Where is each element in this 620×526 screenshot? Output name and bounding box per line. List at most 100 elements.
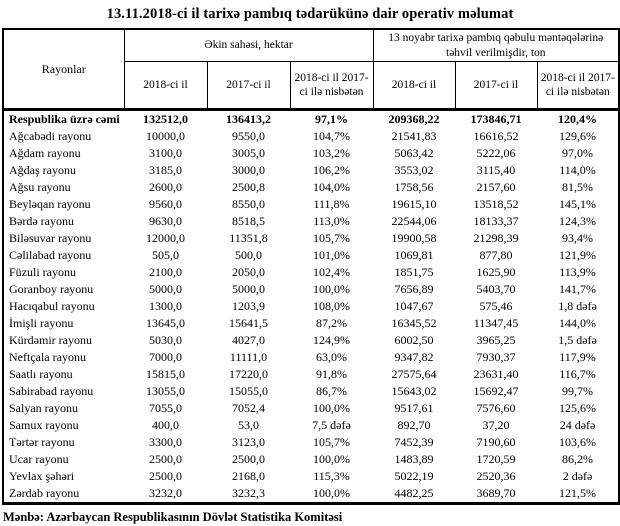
- delivered-2018-cell: 19615,10: [391, 197, 437, 212]
- delivered-2018-cell: 5063,42: [394, 146, 434, 161]
- sown-2017-cell: 1203,9: [232, 299, 265, 314]
- delivered-2017-cell: 7930,37: [476, 350, 516, 365]
- delivered-2017-cell: 3965,25: [476, 333, 516, 348]
- delivered-ratio-cell: 97,0%: [562, 146, 594, 161]
- column-group-sown-area: Əkin sahəsi, hektar: [123, 28, 374, 63]
- sown-ratio-cell: 100,0%: [313, 282, 350, 297]
- delivered-2018-cell: 892,70: [397, 418, 431, 433]
- district-name-cell: Sabirabad rayonu: [9, 384, 94, 399]
- delivered-2018-cell: 6002,50: [394, 333, 434, 348]
- table-row: Neftçala rayonu 7000,0 11111,0 63,0% 934…: [3, 349, 619, 366]
- sown-2018-cell: 1300,0: [149, 299, 182, 314]
- sown-ratio-cell: 7,5 dəfə: [312, 418, 351, 433]
- district-name-cell: Zərdab rayonu: [9, 486, 80, 501]
- delivered-ratio-cell: 121,9%: [559, 248, 597, 263]
- delivered-2017-cell: 575,46: [479, 299, 513, 314]
- column-header-delivered-ratio: 2018-ci il 2017-ci ilə nisbətən: [536, 61, 620, 112]
- delivered-2017-cell: 7190,60: [476, 435, 516, 450]
- table-row: Salyan rayonu 7055,0 7052,4 100,0% 9517,…: [3, 400, 619, 417]
- sown-2018-cell: 13645,0: [146, 316, 185, 331]
- sown-ratio-cell: 105,7%: [313, 231, 350, 246]
- sown-ratio-cell: 104,0%: [313, 180, 350, 195]
- district-name-cell: Kürdəmir rayonu: [9, 333, 92, 348]
- delivered-2017-cell: 23631,40: [473, 367, 519, 382]
- sown-2017-cell: 500,0: [235, 248, 262, 263]
- delivered-2017-cell: 15692,47: [473, 384, 519, 399]
- column-header-delivered-2017: 2017-ci il: [454, 61, 538, 112]
- sown-2017-cell: 4027,0: [232, 333, 265, 348]
- delivered-2018-cell: 1069,81: [394, 248, 434, 263]
- table-body: Respublika üzrə cəmi 132512,0 136413,2 9…: [3, 110, 619, 504]
- delivered-2018-cell: 5022,19: [394, 469, 434, 484]
- sown-2017-cell: 15641,5: [229, 316, 268, 331]
- delivered-ratio-cell: 120,4%: [558, 112, 598, 127]
- delivered-ratio-cell: 129,6%: [559, 129, 597, 144]
- delivered-2017-cell: 16616,52: [473, 129, 519, 144]
- delivered-2017-cell: 7576,60: [476, 401, 516, 416]
- delivered-2017-cell: 5403,70: [476, 282, 516, 297]
- sown-2018-cell: 3185,0: [149, 163, 182, 178]
- source-note: Mənbə: Azərbaycan Respublikasının Dövlət…: [3, 510, 343, 525]
- sown-2018-cell: 2100,0: [149, 265, 182, 280]
- table-row: Kürdəmir rayonu 5030,0 4027,0 124,9% 600…: [3, 332, 619, 349]
- table-row: Sabirabad rayonu 13055,0 15055,0 86,7% 1…: [3, 383, 619, 400]
- sown-2018-cell: 3232,0: [149, 486, 182, 501]
- delivered-2018-cell: 1483,89: [394, 452, 434, 467]
- table-header: Rayonlar Əkin sahəsi, hektar 13 noyabr t…: [2, 28, 620, 112]
- sown-2018-cell: 3300,0: [149, 435, 182, 450]
- sown-2017-cell: 2500,0: [232, 452, 265, 467]
- sown-ratio-cell: 100,0%: [313, 452, 350, 467]
- delivered-2017-cell: 1625,90: [476, 265, 516, 280]
- delivered-2018-cell: 15643,02: [391, 384, 437, 399]
- sown-ratio-cell: 115,3%: [313, 469, 350, 484]
- header-sub-row: 2018-ci il 2017-ci il 2018-ci il 2017-ci…: [3, 61, 620, 112]
- sown-2017-cell: 3005,0: [232, 146, 265, 161]
- delivered-2018-cell: 3553,02: [394, 163, 434, 178]
- sown-2018-cell: 400,0: [152, 418, 179, 433]
- delivered-2018-cell: 1851,75: [394, 265, 434, 280]
- sown-ratio-cell: 111,8%: [313, 197, 350, 212]
- delivered-2017-cell: 3115,40: [476, 163, 516, 178]
- table-row: Bərdə rayonu 9630,0 8518,5 113,0% 22544,…: [3, 213, 619, 230]
- delivered-ratio-cell: 2 dəfə: [562, 469, 593, 484]
- sown-2018-cell: 12000,0: [146, 231, 185, 246]
- delivered-2018-cell: 1758,56: [394, 180, 434, 195]
- sown-ratio-cell: 91,8%: [316, 367, 347, 382]
- sown-ratio-cell: 124,9%: [313, 333, 350, 348]
- page-title: 13.11.2018-ci il tarixə pambıq tədarükün…: [106, 6, 514, 22]
- delivered-ratio-cell: 114,0%: [559, 163, 596, 178]
- table-row: Cəlilabad rayonu 505,0 500,0 101,0% 1069…: [3, 247, 619, 264]
- delivered-2018-cell: 21541,83: [391, 129, 437, 144]
- delivered-2017-cell: 11347,45: [473, 316, 519, 331]
- sown-2018-cell: 2600,0: [149, 180, 182, 195]
- header-group-row: Rayonlar Əkin sahəsi, hektar 13 noyabr t…: [2, 28, 620, 112]
- sown-2017-cell: 15055,0: [229, 384, 268, 399]
- district-name-cell: Ağsu rayonu: [9, 180, 71, 195]
- sown-2018-cell: 13055,0: [146, 384, 185, 399]
- sown-2017-cell: 8518,5: [232, 214, 265, 229]
- table-row: Beyləqan rayonu 9560,0 8550,0 111,8% 196…: [3, 196, 619, 213]
- table-row: Füzuli rayonu 2100,0 2050,0 102,4% 1851,…: [3, 264, 619, 281]
- table-row: Respublika üzrə cəmi 132512,0 136413,2 9…: [3, 110, 619, 129]
- sown-2018-cell: 132512,0: [143, 112, 188, 127]
- table-row: Yevlax şəhəri 2500,0 2168,0 115,3% 5022,…: [3, 468, 619, 485]
- district-name-cell: Hacıqabul rayonu: [9, 299, 95, 314]
- sown-2018-cell: 2500,0: [149, 469, 182, 484]
- delivered-ratio-cell: 145,1%: [559, 197, 597, 212]
- district-name-cell: Goranboy rayonu: [9, 282, 94, 297]
- sown-2017-cell: 53,0: [238, 418, 259, 433]
- delivered-2018-cell: 1047,67: [394, 299, 434, 314]
- delivered-2017-cell: 173846,71: [470, 112, 522, 127]
- sown-ratio-cell: 113,0%: [313, 214, 350, 229]
- district-name-cell: Bərdə rayonu: [9, 214, 74, 229]
- column-header-rayonlar: Rayonlar: [2, 28, 125, 112]
- district-name-cell: Füzuli rayonu: [9, 265, 76, 280]
- delivered-2017-cell: 21298,39: [473, 231, 519, 246]
- delivered-ratio-cell: 81,5%: [562, 180, 594, 195]
- sown-2017-cell: 3000,0: [232, 163, 265, 178]
- delivered-2017-cell: 2520,36: [476, 469, 516, 484]
- table-row: Ucar rayonu 2500,0 2500,0 100,0% 1483,89…: [3, 451, 619, 468]
- sown-2017-cell: 3123,0: [232, 435, 265, 450]
- sown-2017-cell: 3232,3: [232, 486, 265, 501]
- district-name-cell: Biləsuvar rayonu: [9, 231, 92, 246]
